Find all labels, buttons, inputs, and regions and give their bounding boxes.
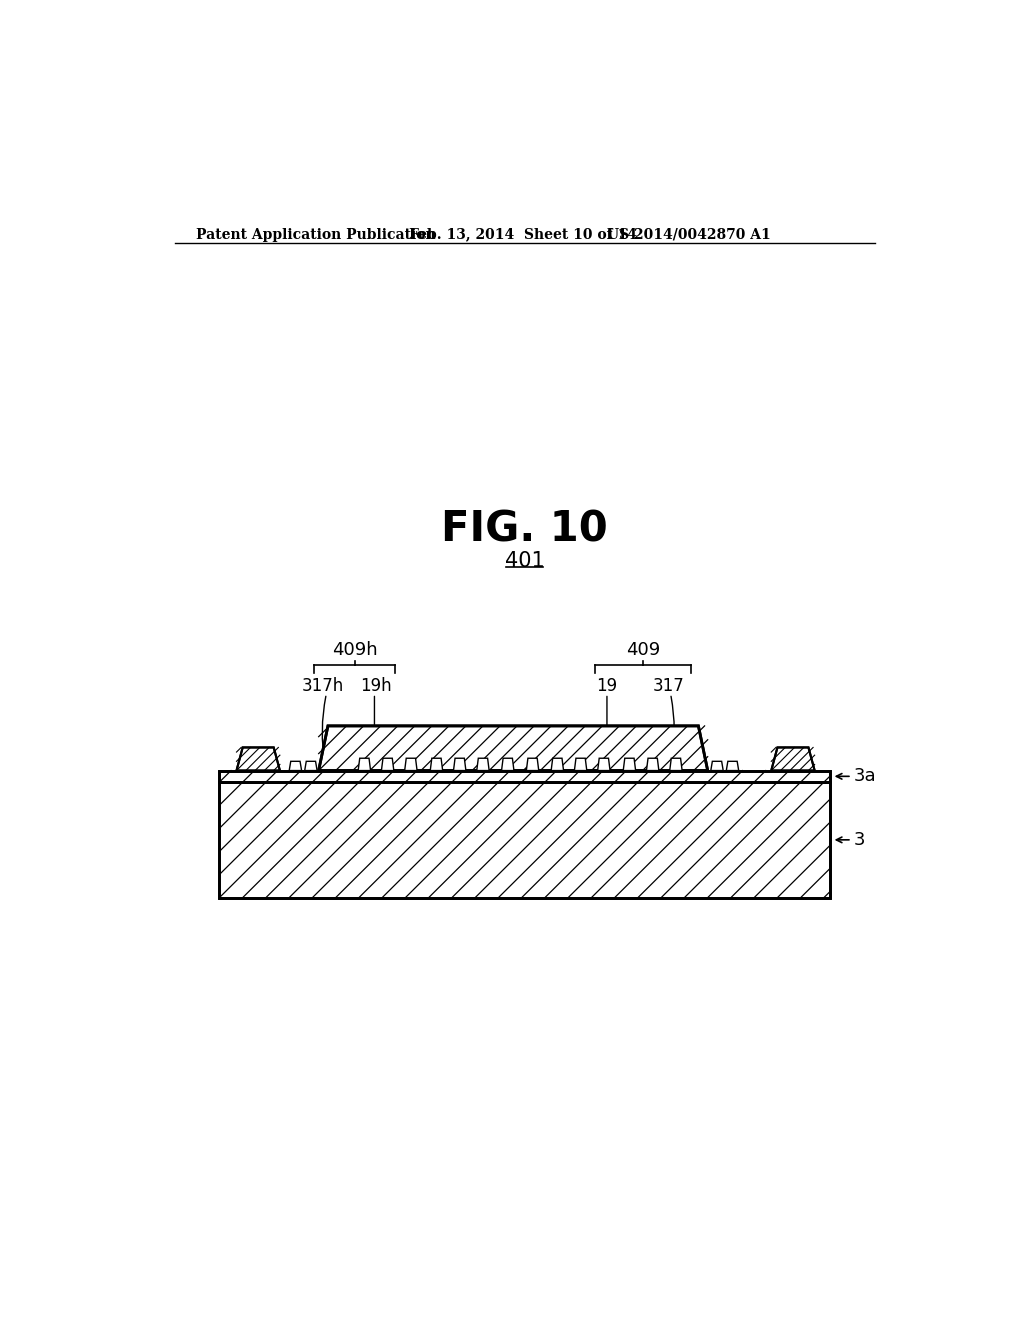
Polygon shape — [502, 758, 514, 771]
Text: 19h: 19h — [360, 677, 392, 694]
Text: 19: 19 — [596, 677, 617, 694]
Polygon shape — [551, 758, 563, 771]
Polygon shape — [381, 758, 394, 771]
Bar — [219, 781, 830, 898]
Bar — [219, 771, 830, 781]
Text: Feb. 13, 2014  Sheet 10 of 14: Feb. 13, 2014 Sheet 10 of 14 — [409, 227, 637, 242]
Polygon shape — [711, 762, 723, 771]
Text: 409h: 409h — [332, 642, 378, 659]
Polygon shape — [430, 758, 442, 771]
Text: 3: 3 — [853, 830, 865, 849]
Polygon shape — [358, 758, 371, 771]
Polygon shape — [670, 758, 682, 771]
Text: 317h: 317h — [302, 677, 344, 694]
Polygon shape — [598, 758, 610, 771]
Polygon shape — [477, 758, 489, 771]
Bar — [219, 771, 830, 781]
Polygon shape — [404, 758, 417, 771]
Text: FIG. 10: FIG. 10 — [441, 508, 608, 550]
Polygon shape — [771, 747, 815, 771]
Text: 317: 317 — [653, 677, 685, 694]
Text: 409: 409 — [626, 642, 660, 659]
Polygon shape — [305, 762, 317, 771]
Text: Patent Application Publication: Patent Application Publication — [197, 227, 436, 242]
Polygon shape — [526, 758, 539, 771]
Polygon shape — [454, 758, 466, 771]
Text: 401: 401 — [505, 552, 545, 572]
Polygon shape — [574, 758, 587, 771]
Polygon shape — [318, 726, 708, 771]
Bar — [219, 781, 830, 898]
Polygon shape — [624, 758, 636, 771]
Polygon shape — [726, 762, 738, 771]
Polygon shape — [289, 762, 302, 771]
Polygon shape — [646, 758, 658, 771]
Text: US 2014/0042870 A1: US 2014/0042870 A1 — [607, 227, 771, 242]
Text: 3a: 3a — [853, 767, 876, 785]
Polygon shape — [237, 747, 280, 771]
